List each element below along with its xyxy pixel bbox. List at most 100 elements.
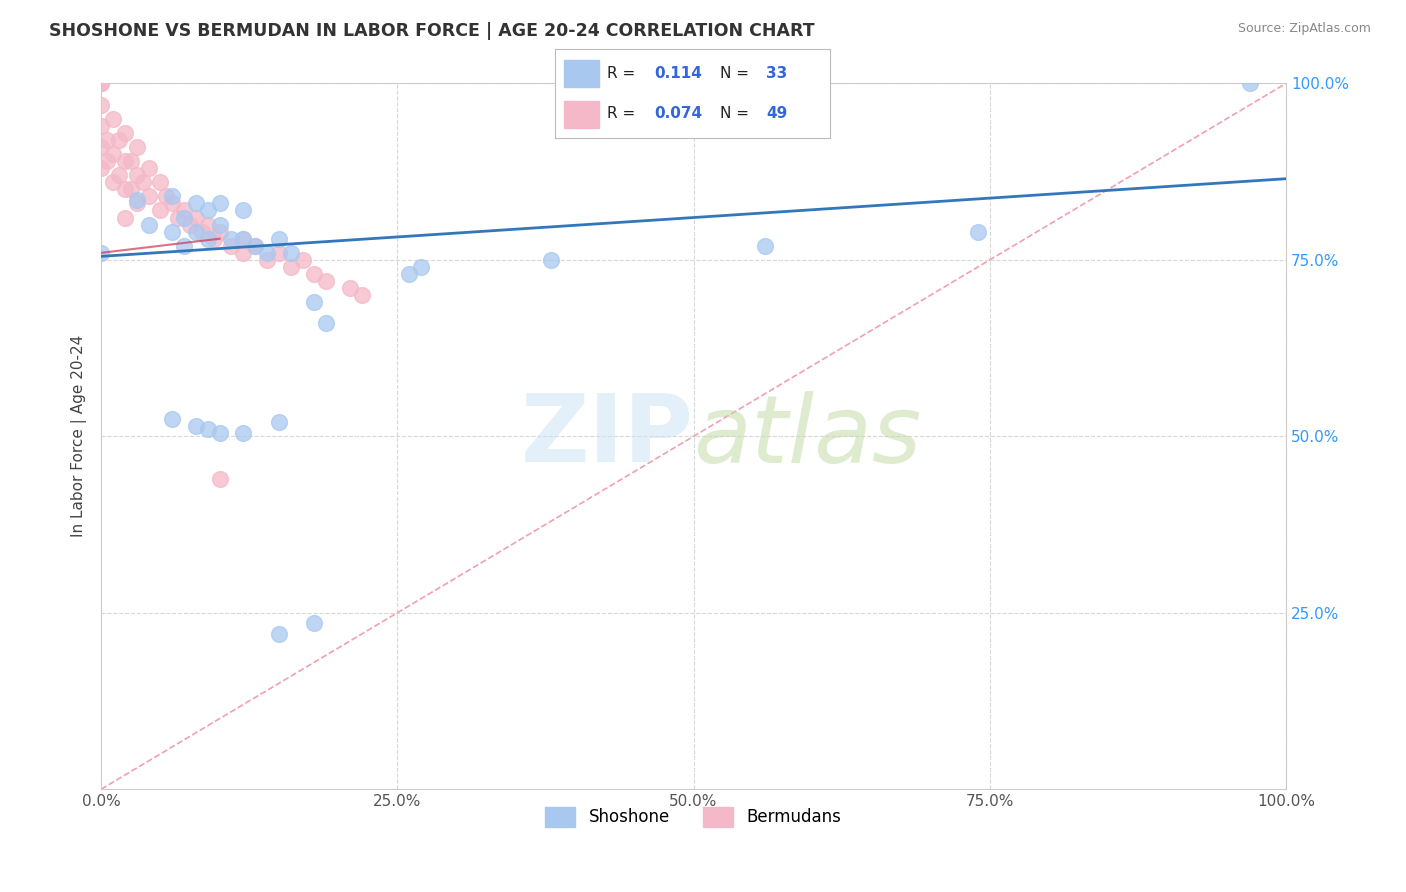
Point	[280, 260, 302, 274]
Point	[339, 281, 361, 295]
Point	[208, 218, 231, 232]
Point	[184, 196, 207, 211]
Point	[149, 203, 172, 218]
Point	[232, 232, 254, 246]
Text: SHOSHONE VS BERMUDAN IN LABOR FORCE | AGE 20-24 CORRELATION CHART: SHOSHONE VS BERMUDAN IN LABOR FORCE | AG…	[49, 22, 815, 40]
Point	[208, 196, 231, 211]
Point	[304, 295, 326, 310]
Point	[108, 133, 131, 147]
Point	[267, 627, 290, 641]
Point	[267, 245, 290, 260]
Point	[114, 154, 136, 169]
Point	[967, 225, 990, 239]
Point	[90, 119, 112, 133]
Point	[125, 140, 148, 154]
Point	[160, 189, 183, 203]
Point	[167, 211, 190, 225]
Point	[208, 425, 231, 440]
Point	[114, 211, 136, 225]
Point	[243, 239, 266, 253]
Text: 33: 33	[766, 66, 787, 81]
FancyBboxPatch shape	[564, 101, 599, 128]
Point	[114, 126, 136, 140]
Point	[90, 245, 112, 260]
Point	[197, 203, 219, 218]
Text: R =: R =	[607, 66, 641, 81]
Point	[179, 218, 201, 232]
Point	[149, 175, 172, 189]
Point	[350, 288, 373, 302]
Point	[197, 422, 219, 436]
Point	[1239, 77, 1261, 91]
Point	[398, 267, 420, 281]
Point	[221, 239, 243, 253]
Point	[267, 415, 290, 429]
Y-axis label: In Labor Force | Age 20-24: In Labor Force | Age 20-24	[72, 335, 87, 538]
Point	[232, 245, 254, 260]
Point	[280, 245, 302, 260]
Point	[120, 154, 142, 169]
Point	[232, 425, 254, 440]
Text: Source: ZipAtlas.com: Source: ZipAtlas.com	[1237, 22, 1371, 36]
Point	[409, 260, 432, 274]
Point	[125, 193, 148, 207]
Text: N =: N =	[720, 106, 754, 121]
Point	[120, 182, 142, 196]
Point	[267, 232, 290, 246]
Point	[138, 161, 160, 175]
Point	[184, 211, 207, 225]
Point	[304, 267, 326, 281]
Point	[208, 472, 231, 486]
Point	[256, 245, 278, 260]
Point	[243, 239, 266, 253]
Point	[256, 252, 278, 267]
Text: atlas: atlas	[693, 391, 922, 482]
Text: 0.074: 0.074	[654, 106, 702, 121]
Point	[304, 616, 326, 631]
Point	[90, 77, 112, 91]
Point	[96, 133, 118, 147]
Point	[202, 232, 225, 246]
Point	[208, 225, 231, 239]
Point	[155, 189, 177, 203]
Point	[96, 154, 118, 169]
Point	[90, 77, 112, 91]
Point	[160, 225, 183, 239]
Point	[184, 418, 207, 433]
Point	[232, 232, 254, 246]
Point	[291, 252, 314, 267]
Point	[315, 274, 337, 288]
Point	[114, 182, 136, 196]
Text: R =: R =	[607, 106, 641, 121]
Point	[315, 317, 337, 331]
Point	[90, 140, 112, 154]
Point	[90, 97, 112, 112]
Point	[197, 218, 219, 232]
Point	[173, 239, 195, 253]
Point	[90, 161, 112, 175]
Point	[160, 196, 183, 211]
Point	[191, 225, 214, 239]
Point	[101, 175, 124, 189]
Point	[138, 189, 160, 203]
Point	[125, 196, 148, 211]
Point	[540, 252, 562, 267]
Point	[131, 175, 153, 189]
Text: 49: 49	[766, 106, 787, 121]
Point	[221, 232, 243, 246]
Legend: Shoshone, Bermudans: Shoshone, Bermudans	[538, 800, 848, 834]
Text: 0.114: 0.114	[654, 66, 702, 81]
Point	[108, 168, 131, 182]
Text: N =: N =	[720, 66, 754, 81]
Point	[160, 411, 183, 425]
Point	[232, 203, 254, 218]
Point	[173, 203, 195, 218]
Point	[754, 239, 776, 253]
FancyBboxPatch shape	[564, 60, 599, 87]
Text: ZIP: ZIP	[520, 391, 693, 483]
Point	[184, 225, 207, 239]
Point	[173, 211, 195, 225]
Point	[197, 232, 219, 246]
Point	[101, 147, 124, 161]
Point	[125, 168, 148, 182]
